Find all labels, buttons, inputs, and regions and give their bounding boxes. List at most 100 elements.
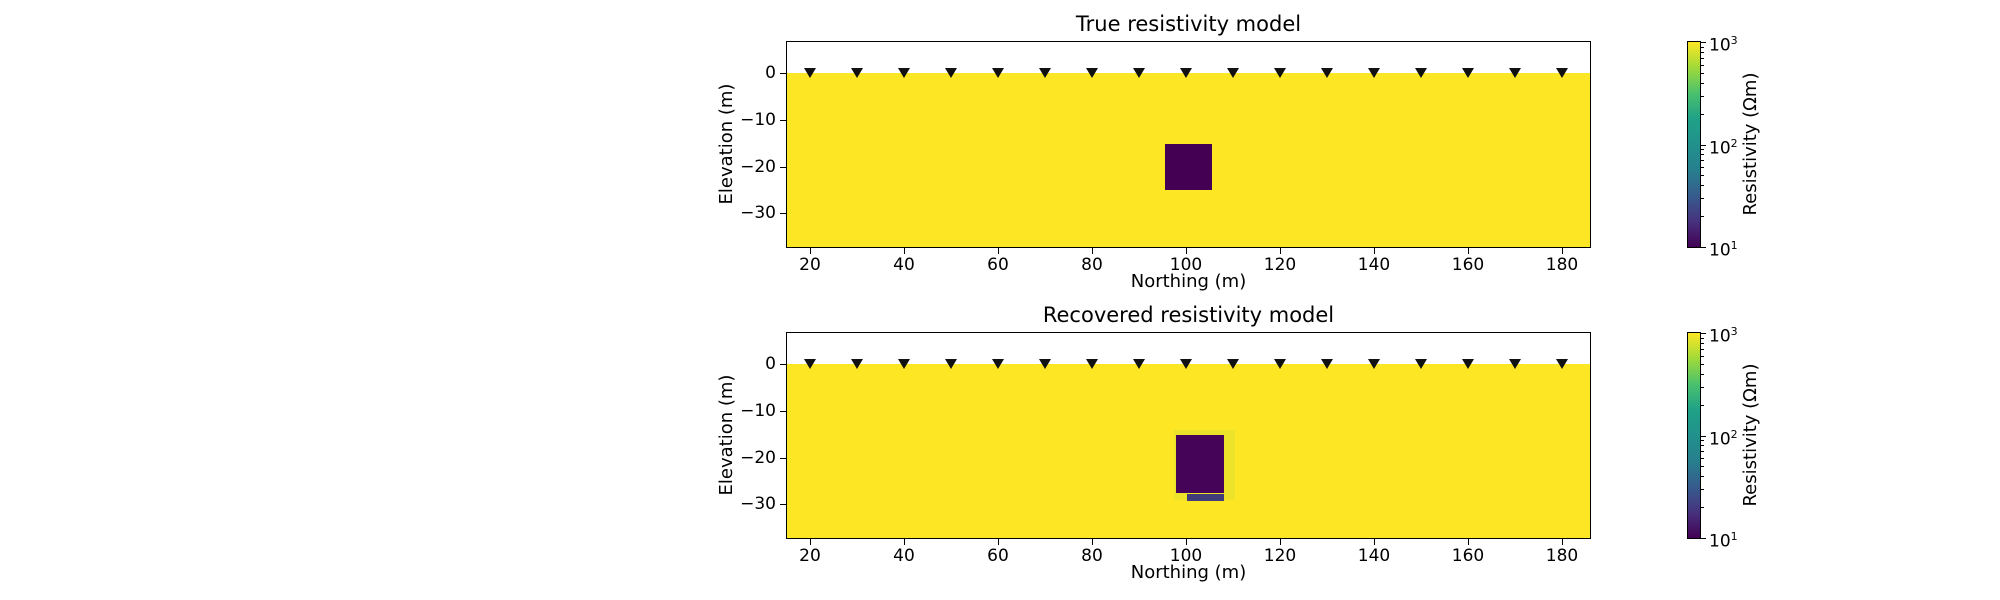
electrode-marker-icon xyxy=(1180,68,1192,78)
x-tick-label: 80 xyxy=(1081,255,1103,275)
electrode-marker-icon xyxy=(1133,68,1145,78)
x-tick-mark xyxy=(1562,248,1563,254)
colorbar-minor-tick xyxy=(1700,47,1704,48)
colorbar-minor-tick xyxy=(1700,114,1704,115)
colorbar-minor-tick xyxy=(1700,349,1704,350)
colorbar-minor-tick xyxy=(1700,356,1704,357)
x-tick-mark xyxy=(904,248,905,254)
x-tick-label: 140 xyxy=(1357,255,1391,275)
x-tick-label: 180 xyxy=(1545,255,1579,275)
colorbar-minor-tick xyxy=(1700,374,1704,375)
x-tick-label: 120 xyxy=(1263,255,1297,275)
colorbar-minor-tick xyxy=(1700,387,1704,388)
colorbar-minor-tick xyxy=(1700,466,1704,467)
electrode-marker-icon xyxy=(1462,68,1474,78)
colorbar-tick-label: 103 xyxy=(1709,325,1738,347)
region-recovered-conductive-block xyxy=(1176,435,1224,493)
electrode-marker-icon xyxy=(1509,68,1521,78)
electrode-marker-icon xyxy=(1556,359,1568,369)
colorbar-major-tick xyxy=(1700,247,1706,248)
x-tick-mark xyxy=(1186,539,1187,545)
colorbar-minor-tick xyxy=(1700,458,1704,459)
y-tick-label: −10 xyxy=(740,401,776,421)
x-tick-mark xyxy=(1092,539,1093,545)
colorbar-label-true: Resistivity (Ωm) xyxy=(1740,72,1761,216)
colorbar-minor-tick xyxy=(1700,343,1704,344)
colorbar-minor-tick xyxy=(1700,445,1704,446)
colorbar-minor-tick xyxy=(1700,160,1704,161)
y-tick-mark xyxy=(780,120,786,121)
colorbar-minor-tick xyxy=(1700,83,1704,84)
x-tick-mark xyxy=(1280,248,1281,254)
x-tick-label: 40 xyxy=(893,255,915,275)
electrode-marker-icon xyxy=(898,68,910,78)
colorbar-minor-tick xyxy=(1700,175,1704,176)
colorbar-major-tick xyxy=(1700,42,1706,43)
colorbar-minor-tick xyxy=(1700,185,1704,186)
x-tick-label: 20 xyxy=(799,255,821,275)
region-true-conductive-block xyxy=(1165,144,1212,190)
colorbar-tick-label: 101 xyxy=(1709,239,1738,261)
colorbar-major-tick xyxy=(1700,436,1706,437)
x-tick-label: 20 xyxy=(799,546,821,566)
colorbar-minor-tick xyxy=(1700,167,1704,168)
electrode-marker-icon xyxy=(1321,359,1333,369)
y-tick-mark xyxy=(780,213,786,214)
y-tick-label: −30 xyxy=(740,203,776,223)
x-tick-mark xyxy=(1186,248,1187,254)
x-tick-label: 40 xyxy=(893,546,915,566)
region-recovered-block-base-cell xyxy=(1187,494,1224,501)
x-tick-mark xyxy=(810,248,811,254)
electrode-marker-icon xyxy=(945,359,957,369)
x-tick-label: 180 xyxy=(1545,546,1579,566)
y-tick-label: −20 xyxy=(740,157,776,177)
electrode-marker-icon xyxy=(1039,68,1051,78)
colorbar-minor-tick xyxy=(1700,96,1704,97)
electrode-marker-icon xyxy=(1086,359,1098,369)
colorbar-minor-tick xyxy=(1700,405,1704,406)
electrode-marker-icon xyxy=(1086,68,1098,78)
y-tick-mark xyxy=(780,73,786,74)
colorbar-recovered xyxy=(1687,332,1701,539)
electrode-marker-icon xyxy=(1509,359,1521,369)
x-tick-mark xyxy=(1468,248,1469,254)
y-tick-label: 0 xyxy=(765,354,776,374)
x-tick-mark xyxy=(810,539,811,545)
colorbar-tick-label: 101 xyxy=(1709,530,1738,552)
colorbar-tick-label: 102 xyxy=(1709,137,1738,159)
colorbar-minor-tick xyxy=(1700,451,1704,452)
colorbar-major-tick xyxy=(1700,333,1706,334)
x-tick-mark xyxy=(1374,539,1375,545)
electrode-marker-icon xyxy=(851,68,863,78)
colorbar-major-tick xyxy=(1700,538,1706,539)
electrode-marker-icon xyxy=(898,359,910,369)
y-tick-mark xyxy=(780,167,786,168)
electrode-marker-icon xyxy=(1039,359,1051,369)
colorbar-minor-tick xyxy=(1700,364,1704,365)
x-tick-mark xyxy=(1280,539,1281,545)
x-tick-label: 160 xyxy=(1451,255,1485,275)
electrode-marker-icon xyxy=(1274,68,1286,78)
y-tick-label: 0 xyxy=(765,63,776,83)
x-tick-label: 140 xyxy=(1357,546,1391,566)
x-tick-mark xyxy=(1374,248,1375,254)
colorbar-major-tick xyxy=(1700,145,1706,146)
colorbar-minor-tick xyxy=(1700,507,1704,508)
electrode-marker-icon xyxy=(1415,68,1427,78)
x-tick-label: 100 xyxy=(1169,255,1203,275)
y-tick-label: −30 xyxy=(740,494,776,514)
x-tick-label: 100 xyxy=(1169,546,1203,566)
x-tick-mark xyxy=(1092,248,1093,254)
y-tick-label: −10 xyxy=(740,110,776,130)
y-tick-mark xyxy=(780,411,786,412)
colorbar-minor-tick xyxy=(1700,52,1704,53)
y-tick-mark xyxy=(780,458,786,459)
colorbar-minor-tick xyxy=(1700,476,1704,477)
x-tick-mark xyxy=(998,539,999,545)
x-tick-label: 80 xyxy=(1081,546,1103,566)
colorbar-minor-tick xyxy=(1700,154,1704,155)
colorbar-minor-tick xyxy=(1700,489,1704,490)
y-tick-label: −20 xyxy=(740,448,776,468)
electrode-marker-icon xyxy=(992,359,1004,369)
